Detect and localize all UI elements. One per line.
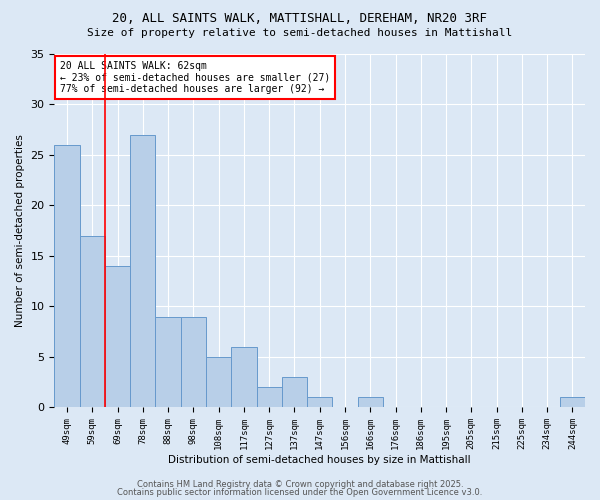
Bar	[257, 388, 282, 407]
Bar	[80, 236, 105, 408]
Text: Contains HM Land Registry data © Crown copyright and database right 2025.: Contains HM Land Registry data © Crown c…	[137, 480, 463, 489]
Bar	[181, 316, 206, 408]
Y-axis label: Number of semi-detached properties: Number of semi-detached properties	[15, 134, 25, 327]
Bar	[358, 398, 383, 407]
Bar	[560, 398, 585, 407]
Bar	[231, 347, 257, 408]
Bar	[105, 266, 130, 408]
Text: 20 ALL SAINTS WALK: 62sqm
← 23% of semi-detached houses are smaller (27)
77% of : 20 ALL SAINTS WALK: 62sqm ← 23% of semi-…	[60, 61, 330, 94]
Text: Size of property relative to semi-detached houses in Mattishall: Size of property relative to semi-detach…	[88, 28, 512, 38]
Bar	[155, 316, 181, 408]
Bar	[206, 357, 231, 408]
Text: 20, ALL SAINTS WALK, MATTISHALL, DEREHAM, NR20 3RF: 20, ALL SAINTS WALK, MATTISHALL, DEREHAM…	[113, 12, 487, 26]
Text: Contains public sector information licensed under the Open Government Licence v3: Contains public sector information licen…	[118, 488, 482, 497]
X-axis label: Distribution of semi-detached houses by size in Mattishall: Distribution of semi-detached houses by …	[169, 455, 471, 465]
Bar	[130, 135, 155, 407]
Bar	[55, 145, 80, 407]
Bar	[307, 398, 332, 407]
Bar	[282, 377, 307, 408]
